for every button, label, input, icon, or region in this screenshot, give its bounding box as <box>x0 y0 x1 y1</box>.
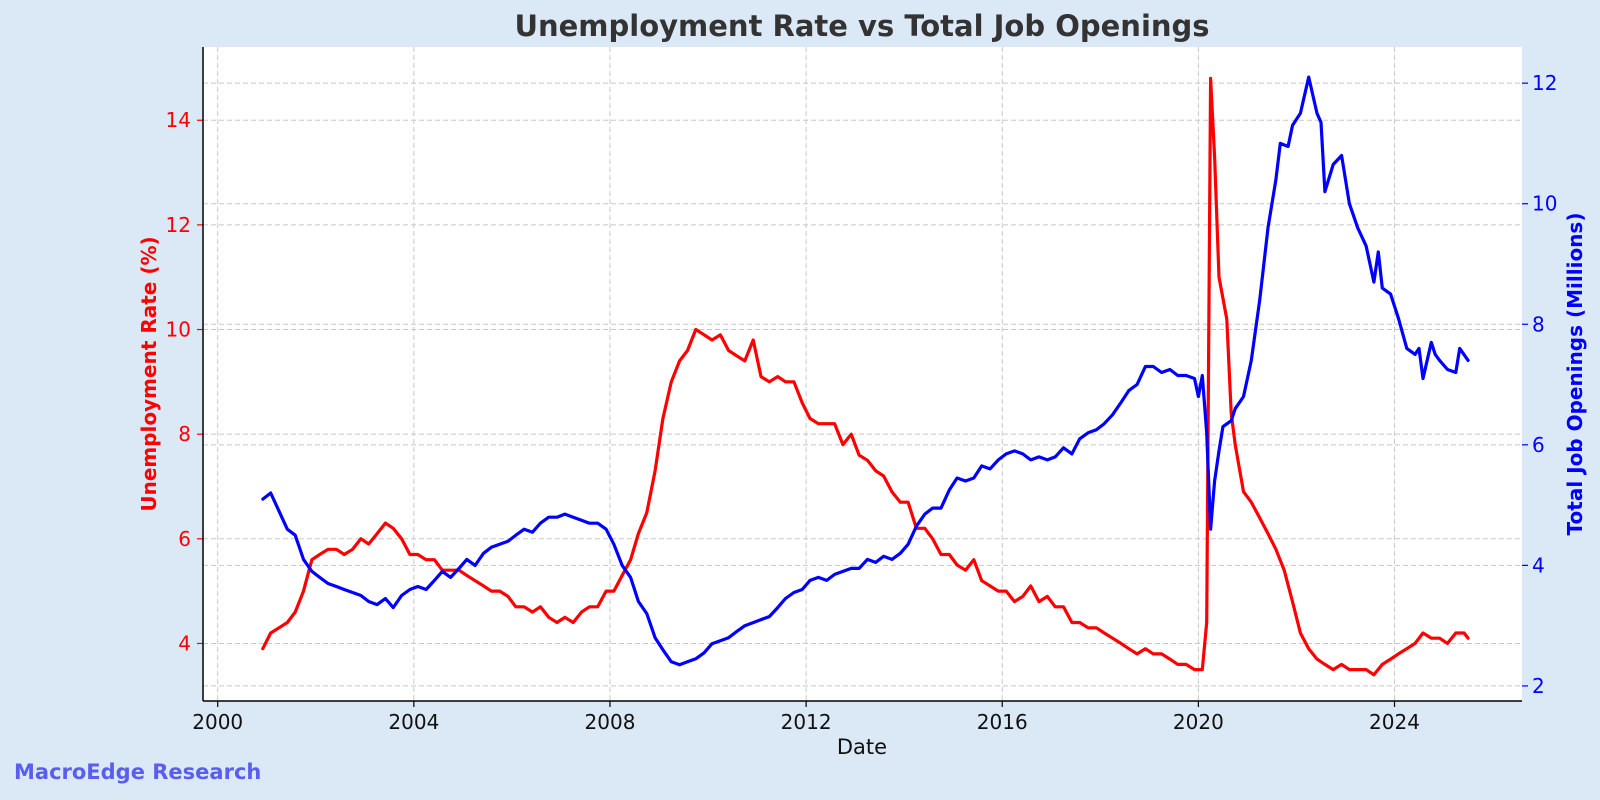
x-tick-label: 2016 <box>977 710 1028 734</box>
x-tick-label: 2020 <box>1173 710 1224 734</box>
right-tick-label: 4 <box>1532 553 1545 577</box>
left-tick-label: 14 <box>166 108 191 132</box>
x-tick-label: 2024 <box>1369 710 1420 734</box>
x-axis-label: Date <box>837 735 887 759</box>
chart-title: Unemployment Rate vs Total Job Openings <box>514 9 1209 43</box>
left-axis-label: Unemployment Rate (%) <box>137 236 161 511</box>
x-tick-label: 2008 <box>585 710 636 734</box>
left-tick-label: 12 <box>166 213 191 237</box>
right-tick-label: 10 <box>1532 192 1557 216</box>
right-tick-label: 12 <box>1532 71 1557 95</box>
x-tick-label: 2012 <box>781 710 832 734</box>
plot-area <box>203 47 1522 701</box>
left-tick-label: 6 <box>178 527 191 551</box>
left-tick-label: 4 <box>178 631 191 655</box>
tick-marks: 2000 2004 2008 2012 2016 2020 2024 4 6 8 10 12 14 2 4 6… <box>166 71 1558 734</box>
left-tick-label: 10 <box>166 318 191 342</box>
left-tick-label: 8 <box>178 422 191 446</box>
watermark: MacroEdge Research <box>14 760 262 784</box>
x-tick-label: 2004 <box>388 710 439 734</box>
right-axis-label: Total Job Openings (Millions) <box>1563 213 1587 536</box>
grid <box>203 47 1522 701</box>
right-tick-label: 8 <box>1532 312 1545 336</box>
right-tick-label: 2 <box>1532 674 1545 698</box>
x-tick-label: 2000 <box>192 710 243 734</box>
job-openings-line <box>261 75 1470 667</box>
unemployment-rate-line <box>261 76 1470 677</box>
series-lines <box>261 75 1470 677</box>
right-tick-label: 6 <box>1532 433 1545 457</box>
